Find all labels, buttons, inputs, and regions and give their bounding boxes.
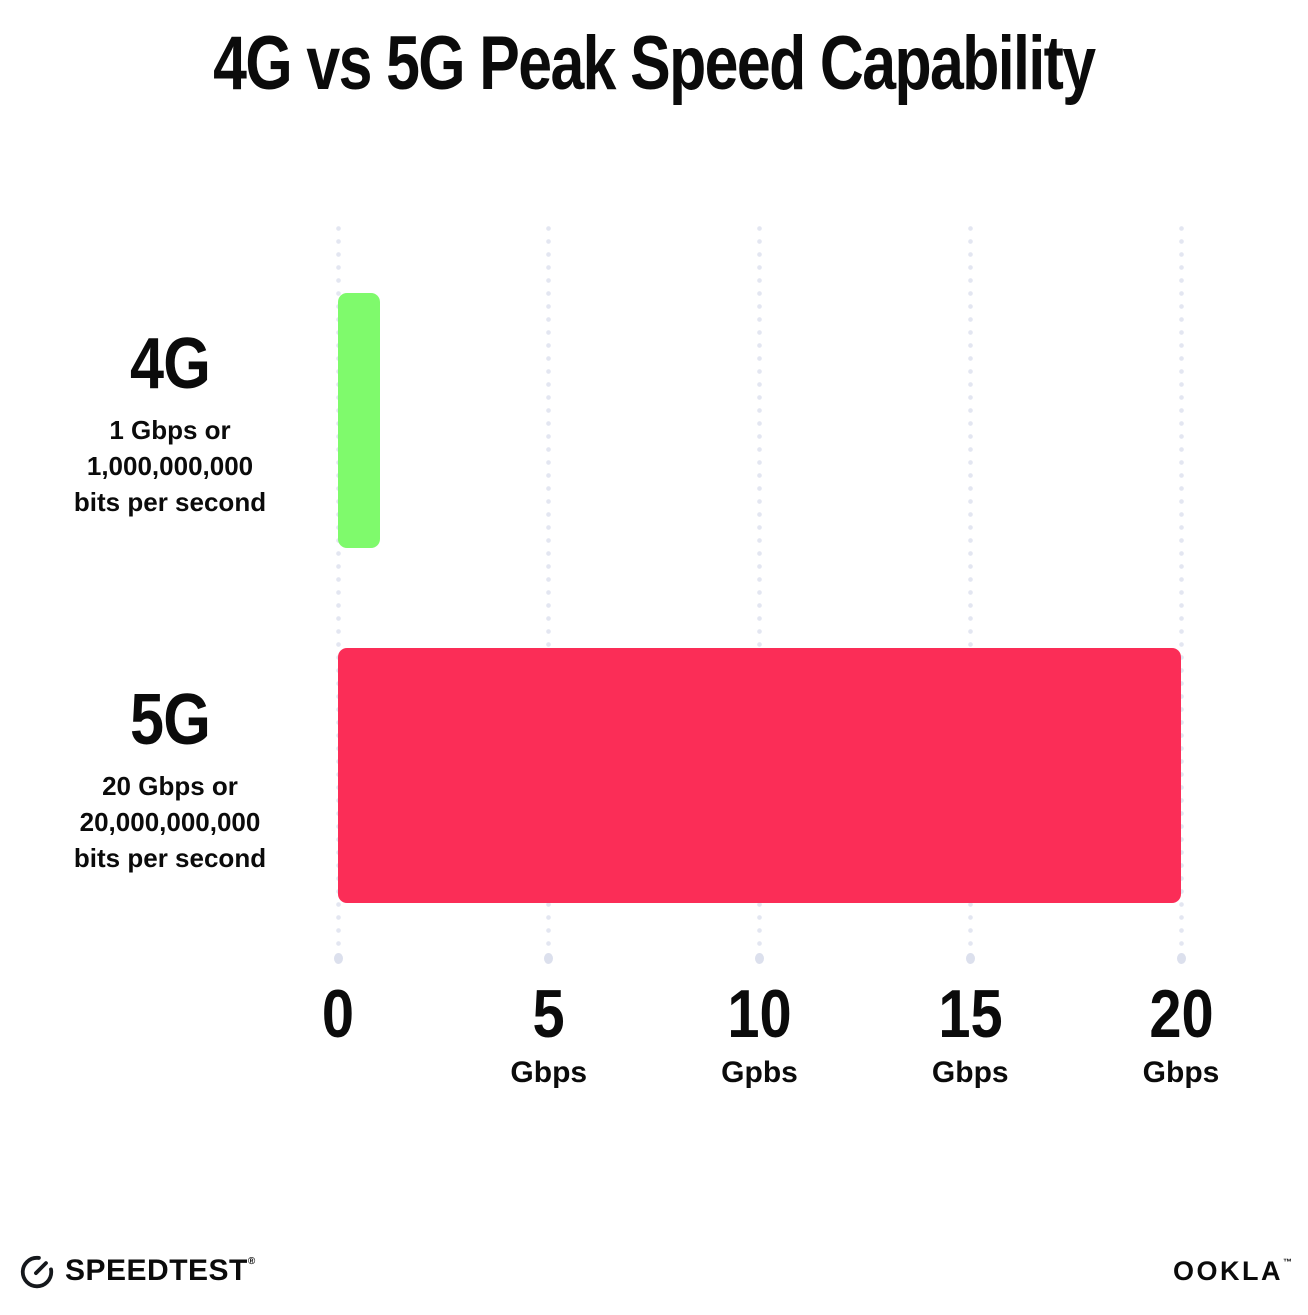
trademark-mark: ™	[1283, 1257, 1292, 1267]
x-tick-5: 5 Gbps	[510, 980, 587, 1088]
registered-mark: ®	[247, 1256, 256, 1267]
x-tick-value: 15	[938, 976, 1003, 1052]
x-tick-value: 10	[727, 976, 792, 1052]
gridline-20	[1176, 222, 1186, 964]
category-label-4g: 4G 1 Gbps or 1,000,000,000 bits per seco…	[26, 328, 314, 520]
page-title-text: 4G vs 5G Peak Speed Capability	[213, 21, 1096, 106]
gridline-0	[333, 222, 343, 964]
speedtest-wordmark: SPEEDTEST®	[65, 1254, 256, 1288]
sublabel-line: bits per second	[73, 843, 267, 873]
x-tick-0: 0	[319, 980, 357, 1058]
x-tick-value: 20	[1148, 976, 1214, 1052]
x-tick-unit: Gbps	[1142, 1056, 1220, 1089]
speedometer-gauge-icon	[20, 1255, 54, 1289]
category-label-5g: 5G 20 Gbps or 20,000,000,000 bits per se…	[26, 684, 314, 876]
sublabel-line: 20,000,000,000	[79, 807, 261, 837]
ookla-wordmark: OOKLA	[1173, 1256, 1283, 1286]
sublabel-line: bits per second	[73, 487, 267, 517]
ookla-logo: OOKLA™	[1173, 1256, 1292, 1287]
speedtest-wordmark-text: SPEEDTEST	[65, 1254, 248, 1287]
page-title: 4G vs 5G Peak Speed Capability	[0, 22, 1308, 106]
category-name-4g: 4G	[130, 324, 211, 404]
x-tick-value: 0	[321, 976, 355, 1052]
plot-area	[333, 222, 1186, 964]
sublabel-line: 1 Gbps or	[109, 415, 231, 445]
x-axis: 0 5 Gbps 10 Gpbs 15 Gbps 20 Gbps	[322, 980, 1219, 1110]
category-name-5g: 5G	[130, 680, 211, 760]
x-tick-15: 15 Gbps	[932, 980, 1009, 1088]
x-tick-unit: Gpbs	[721, 1056, 798, 1089]
x-tick-10: 10 Gpbs	[721, 980, 798, 1088]
category-sublabel-4g: 1 Gbps or 1,000,000,000 bits per second	[26, 412, 314, 520]
sublabel-line: 1,000,000,000	[86, 451, 254, 481]
x-tick-value: 5	[532, 976, 565, 1052]
gridline-15	[965, 222, 975, 964]
gridline-5	[544, 222, 554, 964]
x-tick-20: 20 Gbps	[1143, 980, 1220, 1088]
category-sublabel-5g: 20 Gbps or 20,000,000,000 bits per secon…	[26, 768, 314, 876]
gridline-10	[755, 222, 764, 964]
x-tick-unit: Gbps	[510, 1056, 588, 1089]
bar-4g	[338, 293, 381, 548]
bar-5g	[338, 648, 1181, 903]
sublabel-line: 20 Gbps or	[102, 771, 238, 801]
x-tick-unit: Gbps	[931, 1056, 1009, 1089]
speedtest-logo: SPEEDTEST®	[18, 1252, 256, 1290]
